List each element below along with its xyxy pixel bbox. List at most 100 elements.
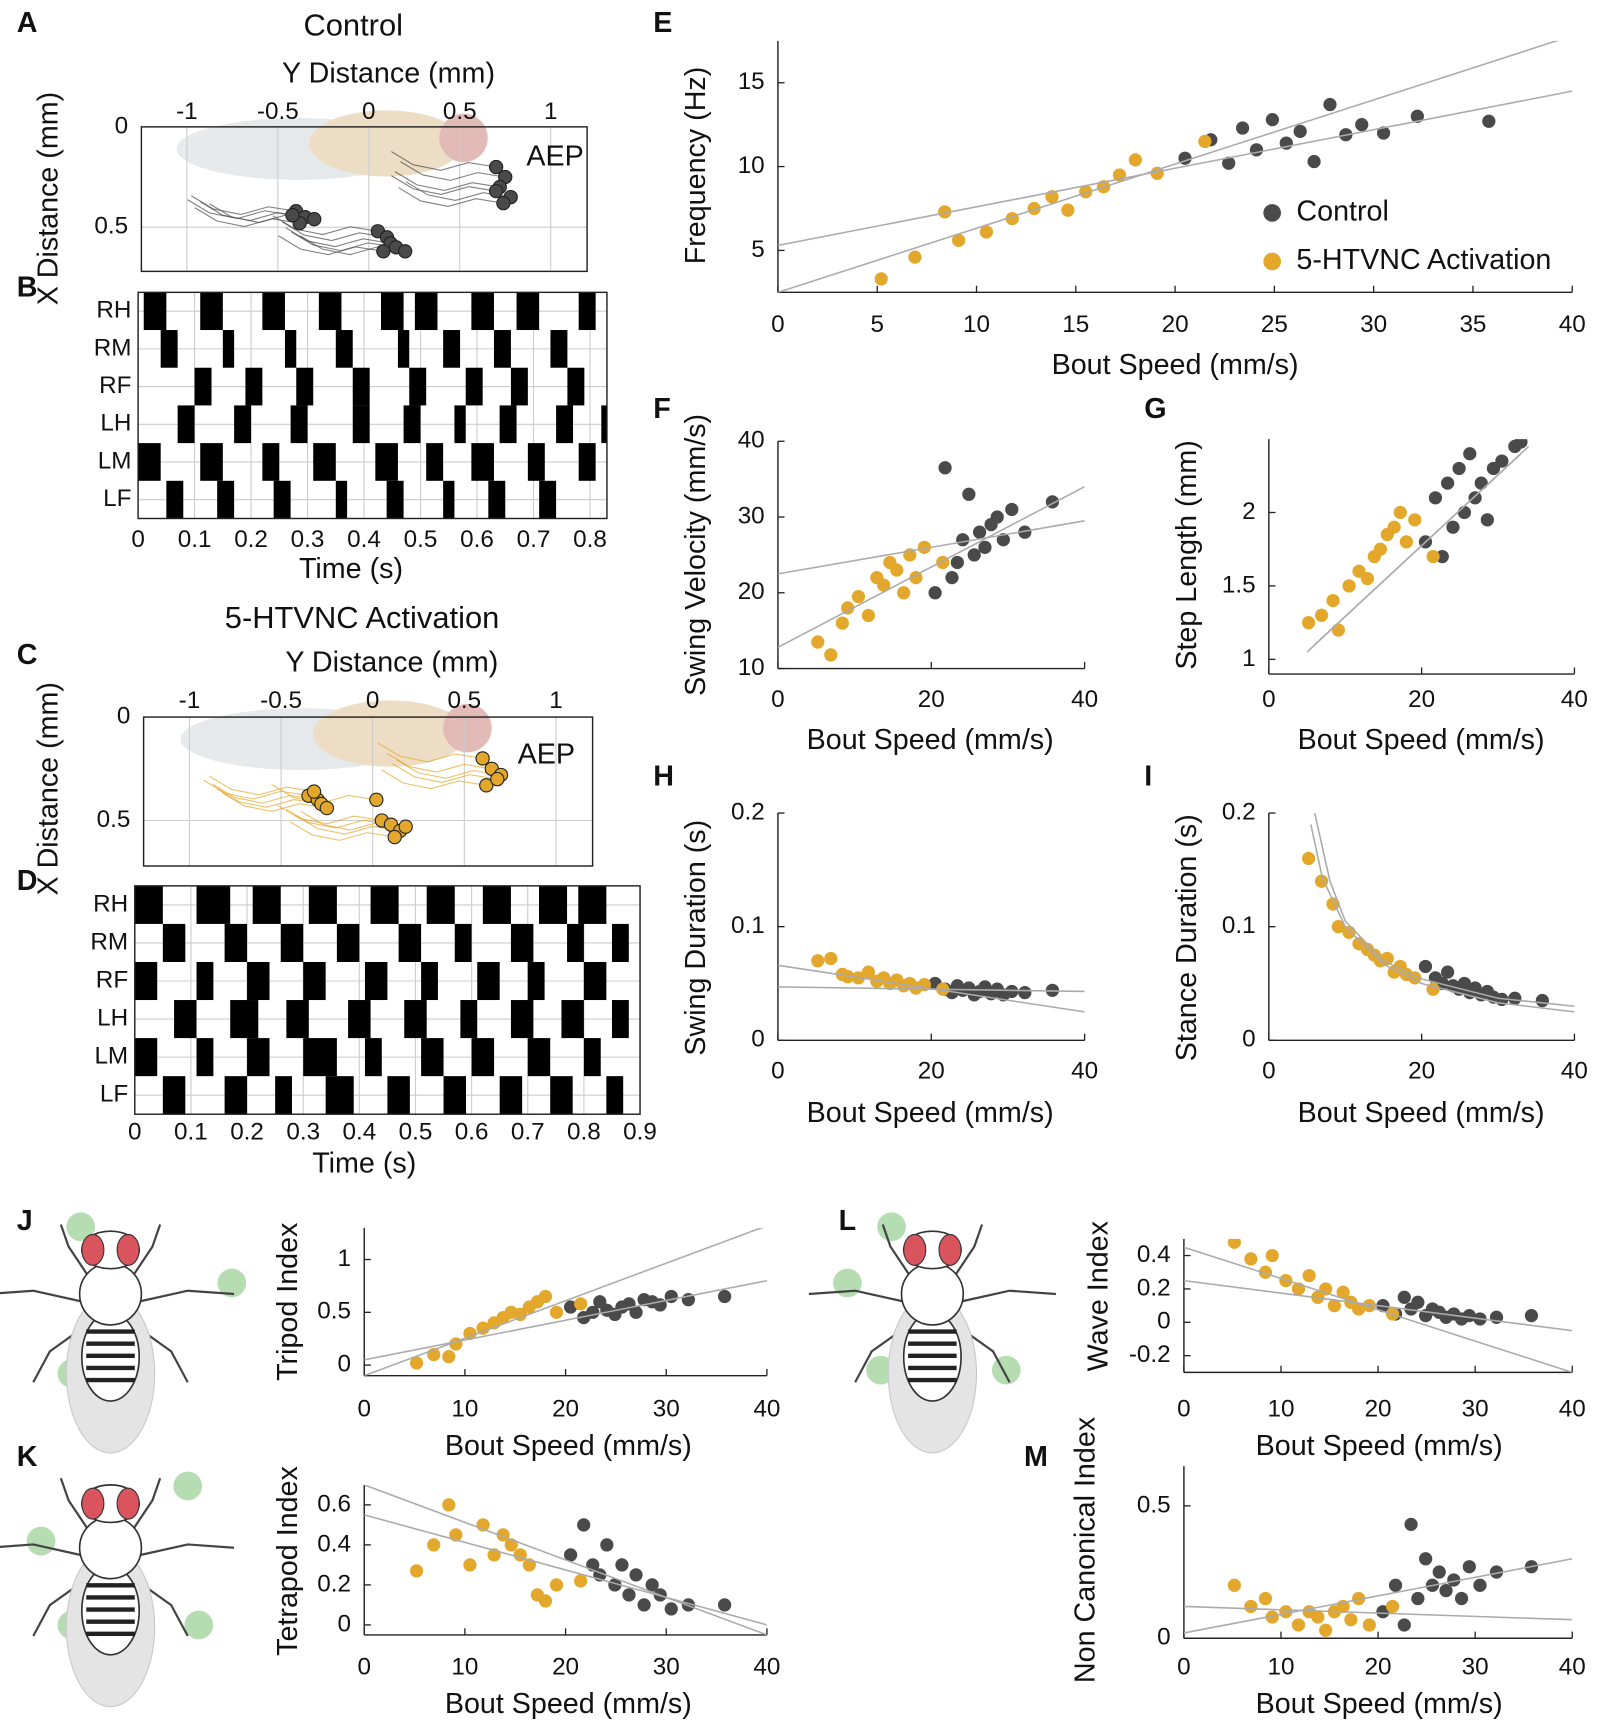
x-tick-label: 25 — [1261, 311, 1288, 338]
x-tick-label: 0 — [362, 98, 376, 125]
point — [1462, 1309, 1476, 1323]
point — [1198, 134, 1212, 149]
fly-leg — [881, 1224, 914, 1281]
x-axis-label: Y Distance (mm) — [285, 647, 498, 679]
panel-label: L — [839, 1205, 857, 1237]
legend-swatch — [1263, 204, 1281, 222]
point — [897, 586, 911, 600]
y-axis-label: Non Canonical Index — [1069, 1416, 1101, 1683]
y-tick-label: 2 — [1242, 498, 1256, 525]
point — [1018, 525, 1032, 539]
stance-block — [583, 961, 607, 1001]
x-tick-label: 0 — [357, 1653, 371, 1680]
x-tick-label: 0.8 — [573, 526, 607, 553]
y-tick-label: -0.2 — [1129, 1341, 1171, 1368]
leg-highlight — [26, 1526, 56, 1556]
point — [979, 225, 994, 239]
x-tick-label: 40 — [1559, 1653, 1586, 1680]
leg-highlight — [184, 1610, 214, 1640]
leg-trace — [381, 769, 487, 790]
y-axis-label: Swing Velocity (mm/s) — [680, 414, 712, 696]
point — [928, 586, 942, 600]
y-tick-label: 0.2 — [1137, 1274, 1171, 1301]
aep-point — [475, 751, 490, 766]
y-tick-label: 0.5 — [97, 806, 131, 833]
x-axis-label: Bout Speed (mm/s) — [445, 1430, 692, 1462]
stance-block — [134, 961, 158, 1001]
x-axis-label: Bout Speed (mm/s) — [1256, 1430, 1503, 1462]
x-axis-label: Bout Speed (mm/s) — [445, 1688, 692, 1720]
fly-eye — [443, 703, 492, 753]
x-tick-label: 0 — [128, 1118, 142, 1145]
point — [409, 1356, 424, 1370]
point — [1376, 1605, 1390, 1619]
stance-block — [409, 367, 427, 406]
y-tick-label: 0.2 — [317, 1570, 351, 1597]
point — [1342, 579, 1356, 593]
y-axis-label: Frequency (Hz) — [680, 67, 712, 265]
point — [615, 1558, 629, 1572]
point — [909, 571, 923, 585]
point — [1432, 1565, 1446, 1579]
stance-block — [443, 480, 455, 519]
y-tick-label: 0.2 — [731, 798, 765, 825]
point — [1489, 1565, 1504, 1579]
leg-trace — [400, 161, 506, 181]
fit-line — [777, 986, 1085, 993]
x-axis-label: Bout Speed (mm/s) — [807, 1097, 1054, 1129]
row-label: RF — [99, 372, 131, 399]
point — [1291, 1618, 1306, 1632]
panel-label: J — [17, 1205, 33, 1237]
stance-block — [284, 330, 297, 368]
leg-highlight — [991, 1355, 1021, 1385]
fly-eye — [116, 1233, 140, 1266]
y-tick-label: 30 — [738, 502, 765, 529]
point — [718, 1598, 732, 1612]
point — [574, 1297, 588, 1311]
aep-point — [369, 792, 384, 807]
fit-line — [364, 1484, 767, 1635]
point — [874, 272, 888, 286]
x-tick-label: 20 — [1365, 1395, 1392, 1422]
stance-block — [516, 292, 540, 331]
point — [890, 563, 904, 577]
point — [1301, 616, 1316, 630]
fit-line — [777, 520, 1085, 575]
stance-block — [550, 330, 568, 368]
stance-block — [561, 1000, 584, 1039]
plot-frame — [137, 291, 608, 520]
aep-point — [387, 829, 402, 845]
aep-point — [496, 195, 511, 211]
plot-area — [1301, 439, 1530, 653]
y-tick-label: 0.4 — [317, 1530, 351, 1557]
fly-eye — [81, 1487, 105, 1520]
leg-trace — [208, 775, 315, 796]
leg-trace — [377, 742, 483, 763]
point — [811, 954, 825, 968]
point — [1150, 166, 1164, 180]
stance-block — [200, 292, 223, 331]
point — [718, 1289, 732, 1304]
point — [1399, 535, 1413, 549]
x-tick-label: 30 — [1462, 1653, 1489, 1680]
x-tick-label: 10 — [1267, 1395, 1294, 1422]
stance-block — [414, 292, 438, 331]
stance-block — [386, 480, 404, 519]
point — [1061, 203, 1075, 217]
x-tick-label: 0.5 — [399, 1118, 433, 1145]
point — [1265, 113, 1280, 127]
stance-block — [162, 923, 186, 962]
stance-block — [611, 923, 629, 962]
point — [1457, 505, 1472, 520]
x-tick-label: 0 — [1177, 1653, 1191, 1680]
stance-block — [177, 405, 195, 444]
row-label: RM — [90, 928, 128, 955]
point — [1352, 1302, 1366, 1316]
point — [1079, 185, 1093, 199]
stance-block — [224, 923, 248, 962]
fly-leg — [808, 1289, 906, 1303]
point — [1018, 985, 1032, 1000]
stance-block — [611, 1000, 629, 1039]
point — [861, 965, 876, 979]
plot-frame — [140, 126, 588, 273]
